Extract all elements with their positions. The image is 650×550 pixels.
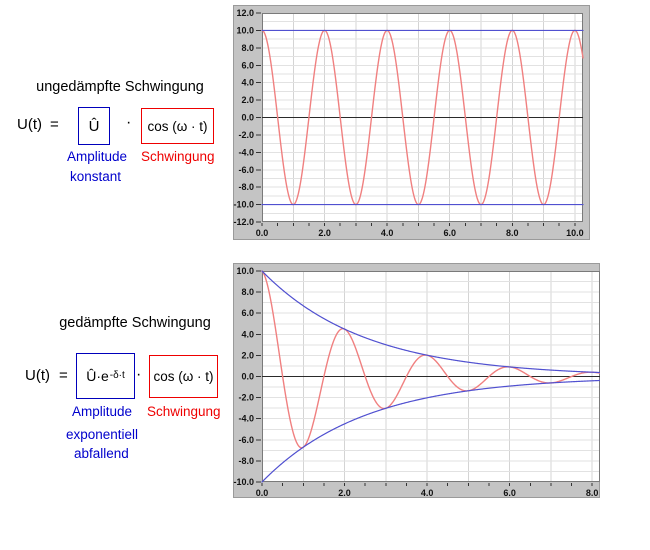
y-axis-label: 8.0	[241, 287, 254, 297]
y-axis-label: -6.0	[238, 435, 254, 445]
undamped-oscillation-term: cos (ω · t)	[147, 118, 208, 134]
y-axis-label: -10.0	[233, 200, 254, 210]
undamped-amplitude-box: Û	[78, 107, 110, 145]
damped-amplitude-base: Û·e	[86, 368, 109, 384]
x-axis-label: 4.0	[381, 228, 394, 238]
x-axis-label: 6.0	[503, 488, 516, 498]
damped-multiplication-dot: ·	[136, 366, 142, 383]
undamped-amplitude-sublabel: konstant	[70, 169, 122, 184]
y-axis-label: -4.0	[238, 414, 254, 424]
y-axis-label: -8.0	[238, 456, 254, 466]
damped-oscillation-box: cos (ω · t)	[149, 355, 218, 398]
damped-amplitude-box: Û·e -δ·t	[76, 353, 135, 399]
y-axis-label: 6.0	[241, 60, 254, 70]
y-axis-label: -2.0	[238, 393, 254, 403]
damped-equals-sign: =	[59, 367, 68, 384]
damped-oscillation-term: cos (ω · t)	[153, 369, 214, 384]
x-axis-label: 0.0	[256, 228, 269, 238]
x-axis-label: 0.0	[256, 488, 269, 498]
undamped-multiplication-dot: ·	[126, 114, 132, 131]
y-axis-label: 2.0	[241, 350, 254, 360]
y-axis-label: -6.0	[238, 165, 254, 175]
y-axis-label: 8.0	[241, 43, 254, 53]
undamped-oscillation-box: cos (ω · t)	[141, 108, 214, 144]
y-axis-label: 2.0	[241, 95, 254, 105]
y-axis-label: -8.0	[238, 182, 254, 192]
damped-amplitude-sublabel-line2: abfallend	[74, 446, 129, 461]
x-axis-label: 2.0	[338, 488, 351, 498]
y-axis-label: 10.0	[236, 266, 254, 276]
undamped-amplitude-symbol: Û	[88, 117, 100, 135]
y-axis-label: 10.0	[236, 25, 254, 35]
y-axis-label: 0.0	[241, 372, 254, 382]
y-axis-label: -2.0	[238, 130, 254, 140]
damped-amplitude-exponent: -δ·t	[109, 369, 125, 381]
y-axis-label: 6.0	[241, 308, 254, 318]
x-axis-label: 8.0	[506, 228, 519, 238]
undamped-oscillation-chart: 0.0 2.0 4.0 6.0 8.0 10.0 12.0 10.0 8.0 6.0 4.0 2.0 0…	[233, 5, 590, 240]
y-axis-label: -12.0	[233, 217, 254, 227]
undamped-oscillation-label: Schwingung	[141, 149, 215, 164]
y-axis-label: -10.0	[233, 477, 254, 487]
damped-amplitude-sublabel-line1: exponentiell	[66, 427, 139, 442]
damped-oscillation-label: Schwingung	[147, 404, 221, 419]
damped-title: gedämpfte Schwingung	[59, 315, 211, 331]
x-axis-label: 4.0	[421, 488, 434, 498]
undamped-equals-sign: =	[50, 116, 59, 133]
y-axis-label: 4.0	[241, 78, 254, 88]
oscillation-curve	[261, 270, 600, 449]
y-axis-label: 4.0	[241, 329, 254, 339]
x-axis-label: 10.0	[566, 228, 584, 238]
x-axis-label: 6.0	[443, 228, 456, 238]
damped-oscillation-chart: 0.0 2.0 4.0 6.0 8.0 10.0 8.0 6.0 4.0 2.0 0.0 -2.0 -4…	[233, 263, 600, 498]
x-axis-label: 8.0	[586, 488, 599, 498]
y-axis-label: 12.0	[236, 8, 254, 18]
lower-envelope-curve	[261, 379, 600, 483]
undamped-title: ungedämpfte Schwingung	[36, 79, 204, 95]
y-axis-label: -4.0	[238, 147, 254, 157]
y-axis-label: 0.0	[241, 113, 254, 123]
x-axis-label: 2.0	[318, 228, 331, 238]
damped-amplitude-label: Amplitude	[72, 404, 133, 419]
undamped-amplitude-label: Amplitude	[67, 149, 128, 164]
upper-envelope-curve	[261, 270, 600, 374]
damped-formula-lhs: U(t)	[25, 367, 50, 384]
undamped-formula-lhs: U(t)	[17, 116, 42, 133]
oscillation-curve	[261, 29, 584, 206]
